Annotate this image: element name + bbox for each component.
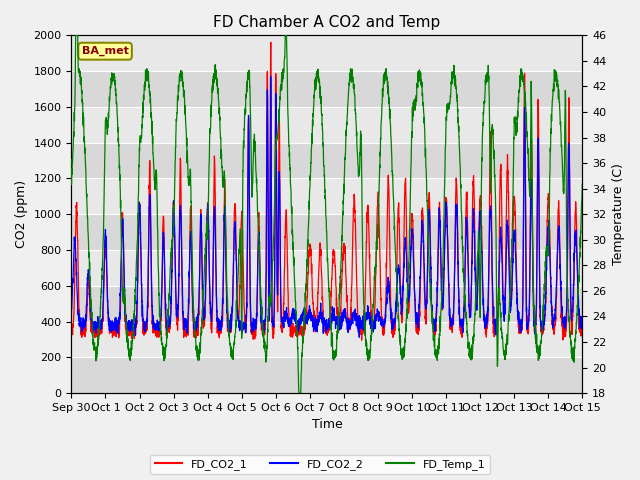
- FD_CO2_2: [514, 314, 522, 320]
- FD_CO2_2: [579, 326, 586, 332]
- FD_Temp_1: [264, 326, 271, 332]
- FD_CO2_2: [156, 324, 164, 329]
- FD_CO2_2: [68, 313, 76, 319]
- Bar: [72, 143, 582, 179]
- Bar: [72, 36, 582, 71]
- FD_CO2_2: [267, 73, 275, 79]
- Line: FD_Temp_1: FD_Temp_1: [72, 36, 582, 393]
- FD_CO2_1: [514, 313, 522, 319]
- FD_CO2_2: [264, 87, 271, 93]
- FD_CO2_1: [156, 332, 164, 337]
- Legend: FD_CO2_1, FD_CO2_2, FD_Temp_1: FD_CO2_1, FD_CO2_2, FD_Temp_1: [150, 455, 490, 474]
- FD_Temp_1: [286, 162, 294, 168]
- FD_Temp_1: [514, 115, 522, 120]
- FD_Temp_1: [126, 357, 134, 362]
- FD_Temp_1: [569, 357, 577, 363]
- Bar: [72, 286, 582, 322]
- Bar: [72, 250, 582, 286]
- Line: FD_CO2_1: FD_CO2_1: [72, 42, 582, 340]
- FD_Temp_1: [72, 33, 79, 38]
- FD_Temp_1: [156, 319, 164, 324]
- FD_CO2_1: [68, 322, 76, 327]
- FD_CO2_1: [126, 333, 134, 338]
- FD_Temp_1: [295, 390, 303, 396]
- Title: FD Chamber A CO2 and Temp: FD Chamber A CO2 and Temp: [213, 15, 440, 30]
- FD_CO2_2: [355, 335, 363, 340]
- FD_CO2_2: [569, 306, 577, 312]
- Bar: [72, 357, 582, 393]
- FD_CO2_2: [126, 321, 134, 327]
- FD_Temp_1: [68, 182, 76, 188]
- Bar: [72, 107, 582, 143]
- Y-axis label: CO2 (ppm): CO2 (ppm): [15, 180, 28, 248]
- Bar: [72, 214, 582, 250]
- Bar: [72, 179, 582, 214]
- FD_CO2_2: [286, 318, 294, 324]
- FD_CO2_1: [264, 69, 271, 74]
- Bar: [72, 322, 582, 357]
- FD_CO2_1: [267, 39, 275, 45]
- FD_CO2_1: [358, 337, 365, 343]
- Y-axis label: Temperature (C): Temperature (C): [612, 163, 625, 265]
- FD_CO2_1: [286, 320, 294, 326]
- X-axis label: Time: Time: [312, 419, 342, 432]
- Text: BA_met: BA_met: [82, 46, 129, 56]
- FD_Temp_1: [579, 182, 586, 188]
- Line: FD_CO2_2: FD_CO2_2: [72, 76, 582, 337]
- FD_CO2_1: [579, 327, 586, 333]
- FD_CO2_1: [569, 313, 577, 319]
- Bar: [72, 71, 582, 107]
